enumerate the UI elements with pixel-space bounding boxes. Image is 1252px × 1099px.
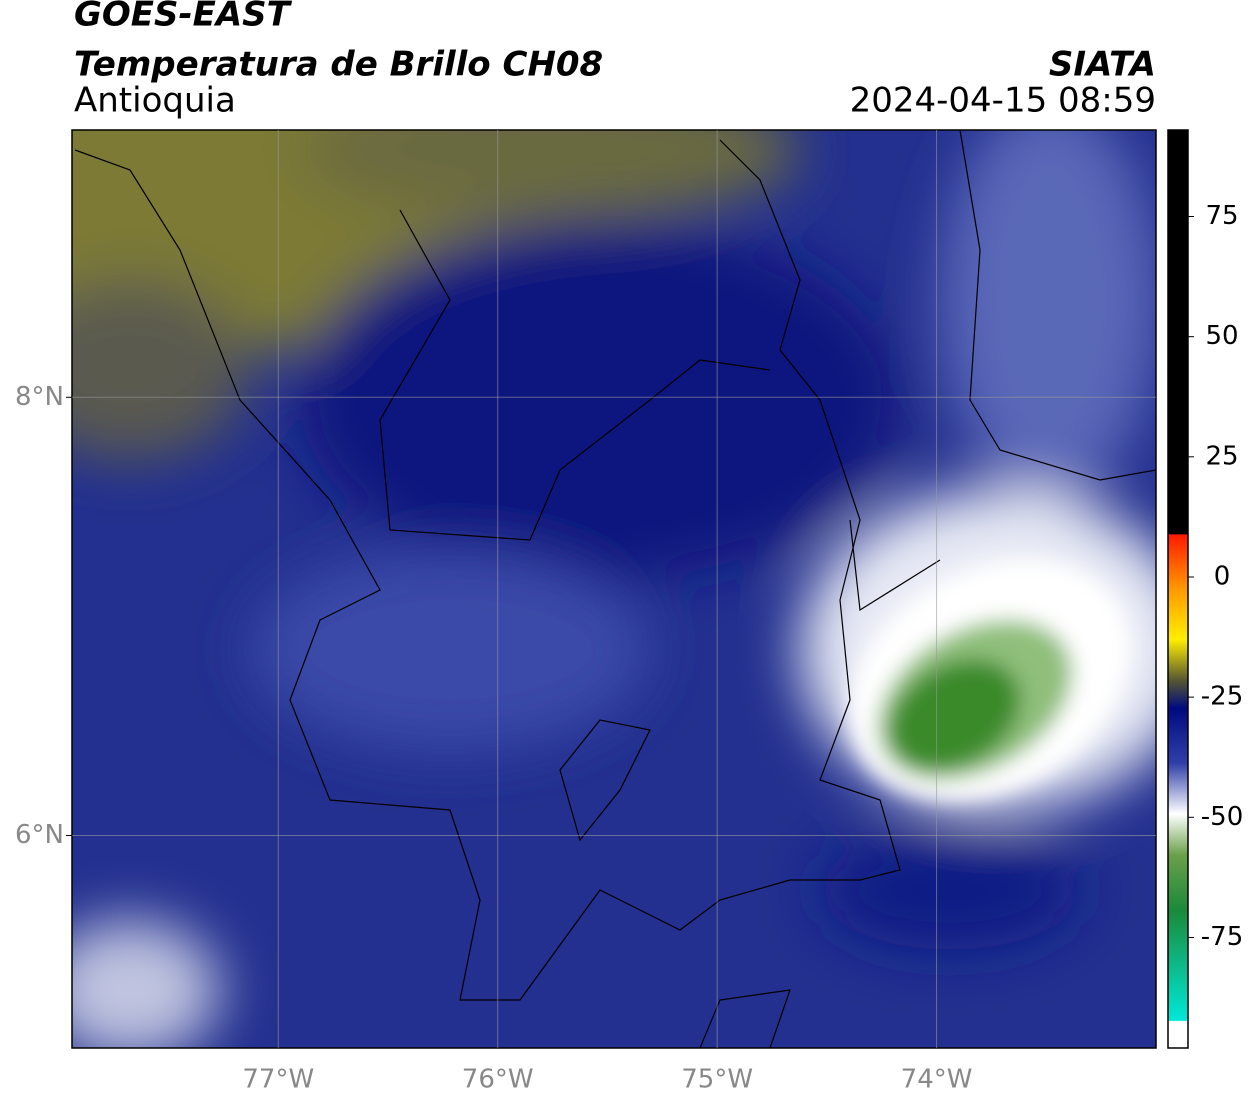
colorbar-tick-label: 75 (1205, 201, 1238, 231)
colorbar (1167, 129, 1189, 1049)
x-tick-label: 74°W (901, 1065, 973, 1095)
y-tick-label: 6°N (15, 820, 64, 850)
map-image (72, 130, 1156, 1048)
y-tick-label: 8°N (15, 382, 64, 412)
colorbar-tick-label: 0 (1214, 561, 1231, 591)
datetime: 2024-04-15 08:59 (850, 81, 1156, 121)
subtitle: Temperatura de Brillo CH08 (74, 45, 603, 85)
title: GOES-EAST (74, 0, 293, 35)
colorbar-tick-label: 25 (1205, 441, 1238, 471)
colorbar-tick-label: 50 (1205, 321, 1238, 351)
region: Antioquia (74, 81, 236, 121)
x-tick-label: 77°W (242, 1065, 314, 1095)
colorbar-tick-label: -25 (1201, 682, 1243, 712)
map-frame (71, 129, 1157, 1049)
colorbar-tick-label: -75 (1201, 922, 1243, 952)
x-tick-label: 75°W (681, 1065, 753, 1095)
colorbar-tick-label: -50 (1201, 802, 1243, 832)
x-tick-label: 76°W (462, 1065, 534, 1095)
source: SIATA (1049, 45, 1156, 85)
